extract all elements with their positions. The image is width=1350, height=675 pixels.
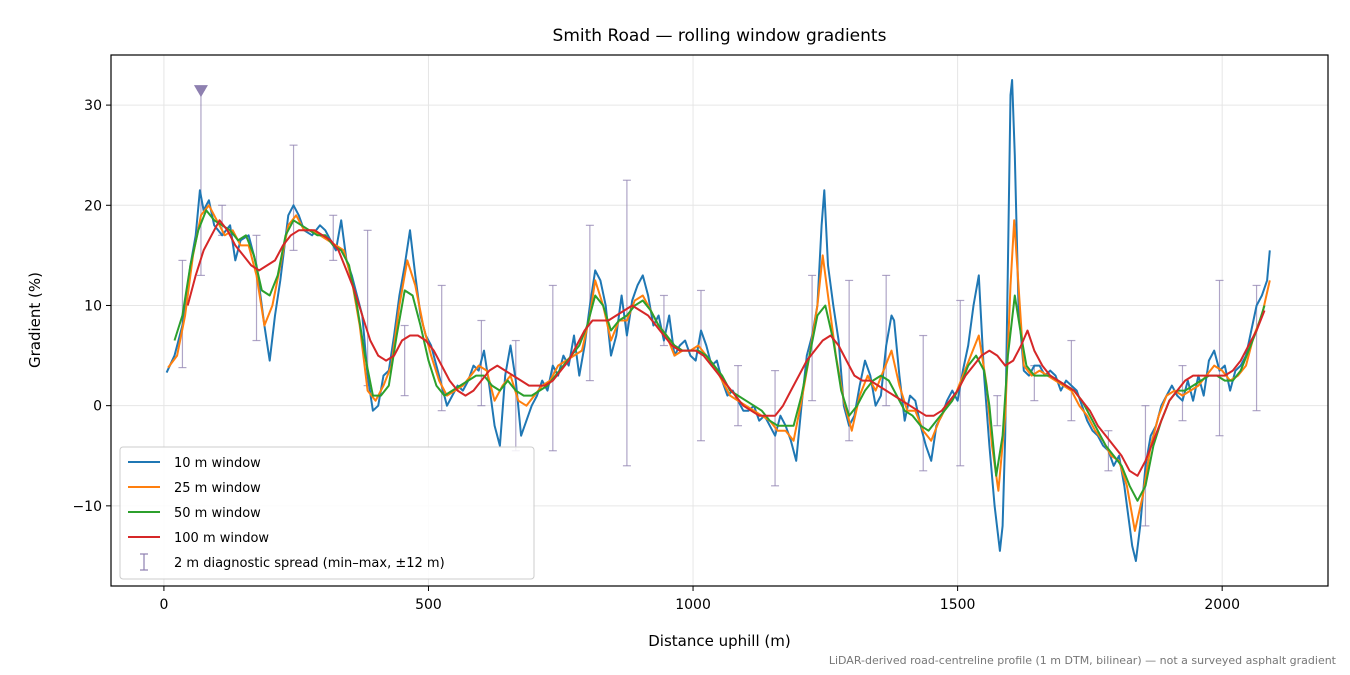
grid-lines [111, 55, 1328, 586]
max-spread-marker [193, 85, 208, 98]
legend-label: 2 m diagnostic spread (min–max, ±12 m) [174, 556, 445, 571]
x-tick-label: 2000 [1204, 597, 1240, 613]
legend-box [119, 446, 535, 580]
series-layer [165, 79, 1271, 562]
legend-label: 100 m window [174, 531, 269, 546]
series-line [165, 79, 1271, 562]
axis-ticks: 0 500 1000 1500 2000 −10 0 10 20 30 [72, 98, 1240, 613]
y-tick-label: 10 [84, 298, 102, 314]
legend-label: 10 m window [174, 456, 261, 471]
legend: 10 m window 25 m window 50 m window 100 m w… [119, 446, 535, 580]
y-tick-label: −10 [72, 499, 102, 515]
y-axis-label: Gradient (%) [26, 272, 44, 368]
chart-title: Smith Road — rolling window gradients [553, 26, 887, 46]
legend-label: 50 m window [174, 506, 261, 521]
y-tick-label: 0 [93, 399, 102, 415]
series-line [186, 219, 1266, 477]
legend-label: 25 m window [174, 481, 261, 496]
x-tick-label: 1500 [940, 597, 976, 613]
x-tick-label: 500 [415, 597, 442, 613]
x-axis-label: Distance uphill (m) [648, 632, 790, 650]
y-tick-label: 20 [84, 198, 102, 214]
plot-frame [110, 54, 1329, 587]
footnote: LiDAR-derived road-centreline profile (1… [829, 654, 1337, 667]
x-tick-label: 0 [159, 597, 168, 613]
x-tick-label: 1000 [675, 597, 711, 613]
y-tick-label: 30 [84, 98, 102, 114]
